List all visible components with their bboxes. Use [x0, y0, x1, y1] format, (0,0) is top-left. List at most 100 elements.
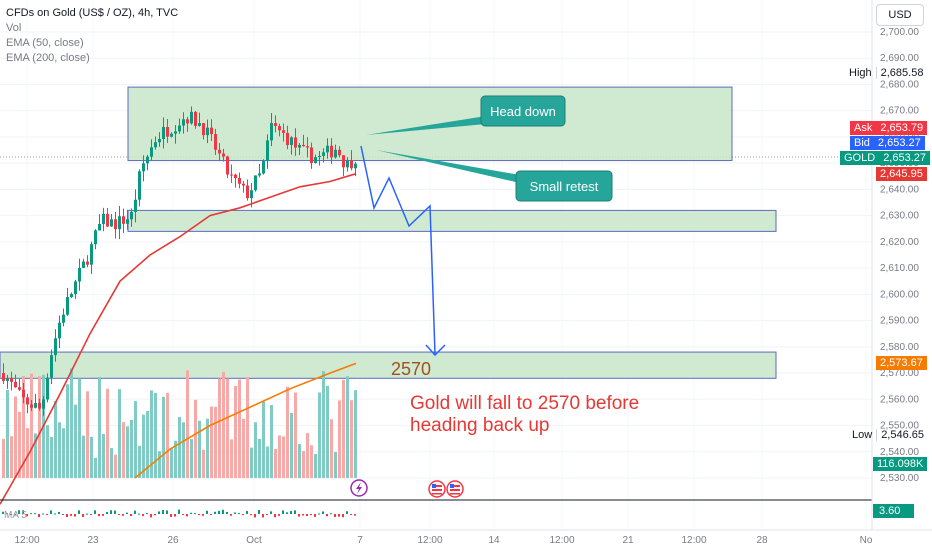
oscillator-bar: [330, 513, 332, 515]
currency-button[interactable]: USD: [876, 4, 924, 26]
time-tick-label: Oct: [246, 535, 262, 546]
bid-price-label: Bid 2,653.27: [850, 136, 925, 150]
volume-bar: [250, 447, 253, 478]
ask-price-label: Ask 2,653.79: [850, 121, 928, 135]
ema50-value: 2,645.95: [876, 167, 927, 181]
oscillator-bar: [22, 510, 24, 514]
candle-body: [66, 297, 69, 315]
volume-bar: [278, 435, 281, 478]
candle-body: [90, 244, 93, 265]
head-down-label: Head down: [490, 104, 556, 119]
legend-ema200[interactable]: EMA (200, close): [6, 52, 90, 64]
volume-bar: [34, 433, 37, 478]
oscillator-bar: [326, 514, 328, 517]
oscillator-bar: [198, 514, 200, 516]
time-tick-label: 23: [87, 535, 99, 546]
price-tick-label: 2,540.00: [880, 447, 919, 458]
volume-bar: [198, 420, 201, 478]
volume-bar: [302, 451, 305, 478]
oscillator-bar: [170, 514, 172, 517]
oscillator-bar: [114, 510, 116, 514]
legend-ema50[interactable]: EMA (50, close): [6, 37, 84, 49]
candle-body: [326, 145, 329, 153]
candle-body: [262, 161, 265, 174]
price-axis[interactable]: 2,700.002,690.002,680.002,670.002,660.00…: [880, 27, 919, 484]
time-axis[interactable]: 12:00 23 26 Oct 7 12:00 14 12:00 21 12:00 28 No: [14, 535, 872, 546]
candle-body: [242, 183, 245, 186]
candle-body: [294, 137, 297, 148]
candle-body: [14, 381, 17, 388]
candle-body: [22, 389, 25, 398]
candle-body: [334, 149, 337, 158]
oscillator-bar: [54, 513, 56, 515]
volume-bar: [234, 385, 237, 478]
candle-body: [114, 219, 117, 230]
oscillator-bar: [246, 511, 248, 514]
symbol-title[interactable]: CFDs on Gold (US$ / OZ), 4h, TVC: [6, 7, 179, 19]
oscillator-bar: [2, 511, 4, 514]
volume-bar: [262, 401, 265, 478]
low-price-label: Low 2,546.65: [848, 428, 929, 442]
oscillator-bar: [46, 514, 48, 515]
candle-body: [278, 126, 281, 131]
candle-body: [286, 132, 289, 146]
volume-bar: [210, 406, 213, 478]
volume-bar: [206, 418, 209, 478]
candle-body: [346, 160, 349, 168]
time-tick-label: 28: [756, 535, 768, 546]
price-tick-label: 2,690.00: [880, 53, 919, 64]
price-tick-label: 2,530.00: [880, 473, 919, 484]
candle-body: [178, 125, 181, 132]
candle-body: [314, 157, 317, 163]
volume-bar: [350, 400, 353, 478]
small-retest-callout-pointer: [376, 150, 520, 183]
candle-body: [134, 199, 137, 212]
oscillator-bar: [86, 513, 88, 515]
us-flag-event-icon[interactable]: [428, 480, 446, 498]
oscillator-bar: [26, 514, 28, 517]
candle-body: [58, 322, 61, 339]
volume-bar: [110, 448, 113, 478]
oscillator-bar: [62, 514, 64, 515]
volume-bar: [154, 392, 157, 478]
candle-body: [26, 397, 29, 405]
oscillator-bar: [306, 514, 308, 517]
volume-bar: [2, 439, 5, 478]
high-price-label: High 2,685.58: [845, 66, 928, 80]
oscillator-bar: [42, 513, 44, 515]
time-tick-label: 12:00: [681, 535, 706, 546]
oscillator-bar: [350, 514, 352, 515]
time-tick-label: 14: [488, 535, 500, 546]
candle-body: [122, 216, 125, 224]
candle-body: [150, 147, 153, 157]
head-down-callout: [480, 95, 566, 127]
volume-bar: [162, 396, 165, 478]
volume-bar: [102, 434, 105, 478]
lightning-event-icon[interactable]: [350, 479, 368, 497]
indicator-pane-label: MA 5: [4, 510, 27, 521]
oscillator-bar: [14, 513, 16, 515]
candle-body: [34, 403, 37, 408]
ask-value: 2,653.79: [876, 121, 928, 135]
candle-body: [170, 133, 173, 137]
volume-bar: [158, 451, 161, 478]
volume-bar: [30, 373, 33, 478]
candle-body: [302, 144, 305, 147]
oscillator-bar: [338, 514, 340, 517]
small-retest-callout: [515, 170, 613, 202]
oscillator-bar: [82, 514, 84, 517]
oscillator-bar: [258, 510, 260, 514]
candle-body: [94, 230, 97, 245]
oscillator-bar: [342, 514, 344, 518]
candle-body: [62, 314, 65, 323]
volume-bar: [142, 414, 145, 478]
oscillator-bar: [290, 511, 292, 514]
candle-body: [146, 156, 149, 164]
legend-volume[interactable]: Vol: [6, 22, 22, 34]
price-tick-label: 2,570.00: [880, 368, 919, 379]
forecast-note-line1: Gold will fall to 2570 before: [410, 393, 639, 414]
volume-bar: [82, 435, 85, 478]
volume-bar: [326, 385, 329, 478]
us-flag-event-icon[interactable]: [446, 480, 464, 498]
